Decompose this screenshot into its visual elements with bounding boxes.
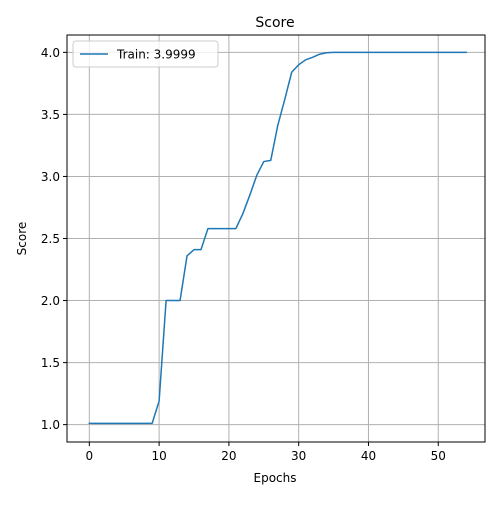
series-layer — [88, 51, 467, 425]
x-tick-label: 20 — [221, 449, 236, 463]
x-tick-label: 0 — [86, 449, 94, 463]
y-tick-label: 4.0 — [41, 46, 60, 60]
legend-label: Train: 3.9999 — [116, 48, 196, 62]
chart-title: Score — [255, 15, 294, 31]
y-tick-label: 3.0 — [41, 170, 60, 184]
plot-frame — [66, 34, 486, 443]
x-tick-label: 30 — [291, 449, 306, 463]
x-tick-label: 40 — [361, 449, 376, 463]
y-tick-label: 3.5 — [41, 108, 60, 122]
legend-box — [72, 40, 219, 68]
grid — [67, 35, 485, 442]
y-tick-label: 1.5 — [41, 356, 60, 370]
x-tick-label: 50 — [431, 449, 446, 463]
x-tick-label: 10 — [151, 449, 166, 463]
series-line-train — [88, 51, 467, 425]
x-axis-label: Epochs — [254, 471, 297, 485]
legend: Train: 3.9999 — [72, 40, 219, 68]
ticks: 0 10 20 30 40 50 1.0 1.5 2.0 2.5 3.0 3.5 4.0 — [41, 46, 446, 463]
y-tick-label: 1.0 — [41, 418, 60, 432]
y-tick-label: 2.5 — [41, 232, 60, 246]
y-axis-label: Score — [15, 222, 29, 256]
y-tick-label: 2.0 — [41, 294, 60, 308]
